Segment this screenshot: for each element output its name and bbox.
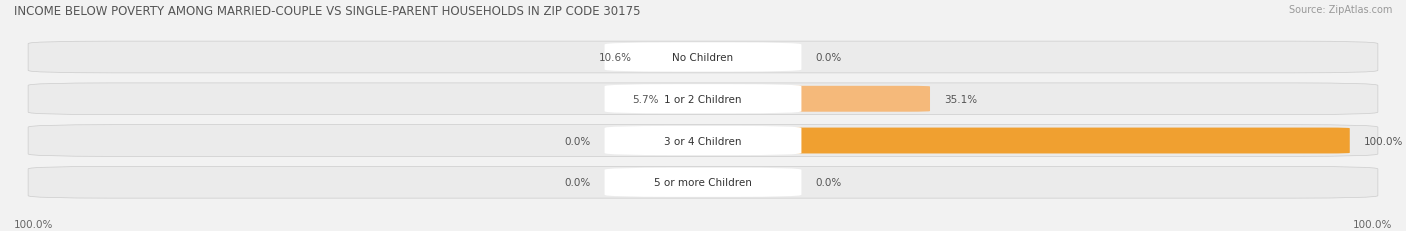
Text: 10.6%: 10.6% (599, 53, 633, 63)
Text: 5.7%: 5.7% (631, 94, 658, 104)
FancyBboxPatch shape (28, 125, 1378, 157)
Text: INCOME BELOW POVERTY AMONG MARRIED-COUPLE VS SINGLE-PARENT HOUSEHOLDS IN ZIP COD: INCOME BELOW POVERTY AMONG MARRIED-COUPL… (14, 5, 641, 18)
FancyBboxPatch shape (605, 168, 801, 197)
Text: Source: ZipAtlas.com: Source: ZipAtlas.com (1288, 5, 1392, 15)
Text: 0.0%: 0.0% (815, 177, 842, 188)
FancyBboxPatch shape (605, 85, 801, 114)
Text: 0.0%: 0.0% (564, 177, 591, 188)
FancyBboxPatch shape (605, 126, 801, 155)
FancyBboxPatch shape (28, 42, 1378, 73)
Text: 100.0%: 100.0% (14, 219, 53, 229)
Text: 100.0%: 100.0% (1353, 219, 1392, 229)
FancyBboxPatch shape (605, 43, 801, 72)
Text: 1 or 2 Children: 1 or 2 Children (664, 94, 742, 104)
Text: 3 or 4 Children: 3 or 4 Children (664, 136, 742, 146)
FancyBboxPatch shape (28, 167, 1378, 198)
Text: 35.1%: 35.1% (943, 94, 977, 104)
FancyBboxPatch shape (647, 45, 703, 71)
Text: No Children: No Children (672, 53, 734, 63)
FancyBboxPatch shape (703, 86, 929, 112)
FancyBboxPatch shape (672, 86, 703, 112)
Text: 0.0%: 0.0% (815, 53, 842, 63)
Text: 0.0%: 0.0% (564, 136, 591, 146)
Text: 100.0%: 100.0% (1364, 136, 1403, 146)
FancyBboxPatch shape (28, 84, 1378, 115)
FancyBboxPatch shape (703, 128, 1350, 154)
Text: 5 or more Children: 5 or more Children (654, 177, 752, 188)
